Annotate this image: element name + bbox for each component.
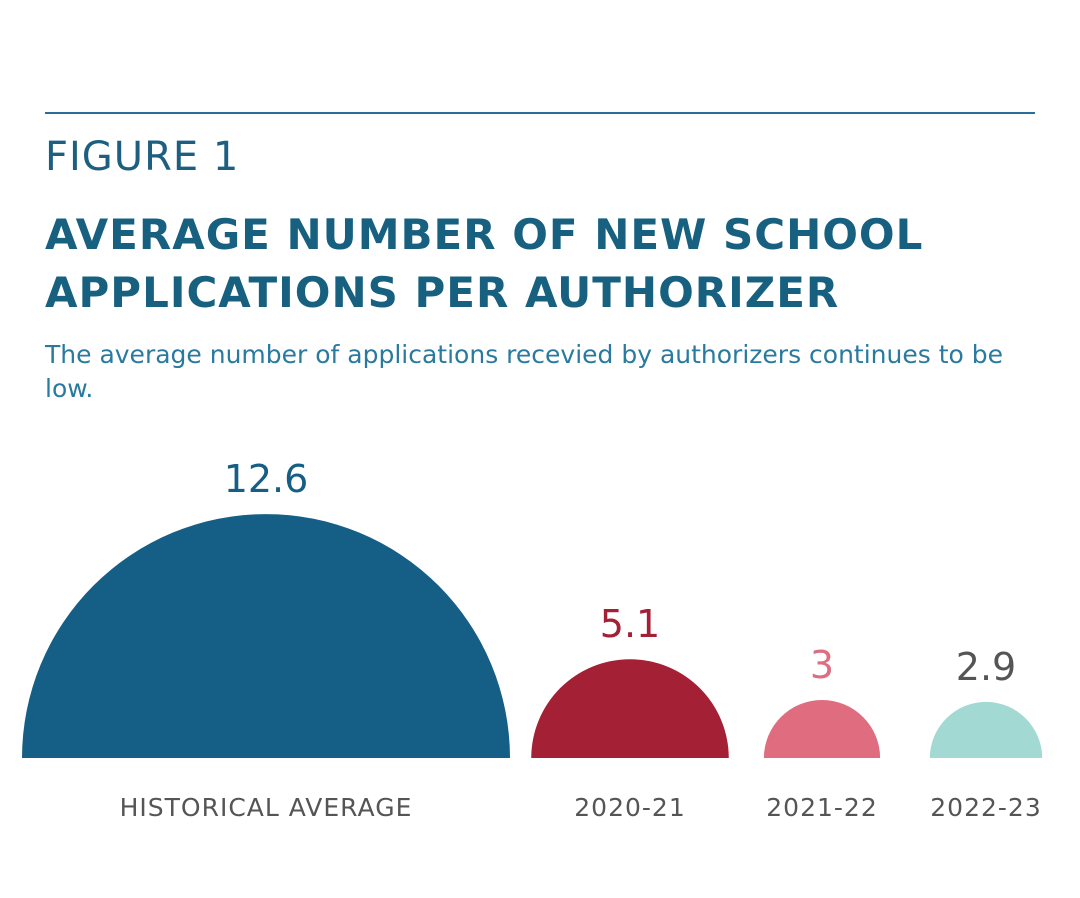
category-label: 2020-21 <box>574 793 685 822</box>
category-label: HISTORICAL AVERAGE <box>120 793 413 822</box>
semicircle <box>929 701 1043 758</box>
semicircle <box>763 699 881 758</box>
chart-subtitle: The average number of applications recev… <box>45 340 1004 403</box>
category-label: 2021-22 <box>766 793 877 822</box>
semicircle <box>531 659 729 758</box>
value-label: 5.1 <box>600 602 660 646</box>
chart-title: AVERAGE NUMBER OF NEW SCHOOL APPLICATION… <box>45 210 924 317</box>
semicircle <box>22 514 510 758</box>
category-label: 2022-23 <box>930 793 1041 822</box>
figure-label: FIGURE 1 <box>45 134 240 180</box>
value-label: 3 <box>810 643 834 687</box>
value-label: 12.6 <box>224 457 309 501</box>
value-label: 2.9 <box>956 645 1016 689</box>
header-rule <box>45 112 1035 114</box>
